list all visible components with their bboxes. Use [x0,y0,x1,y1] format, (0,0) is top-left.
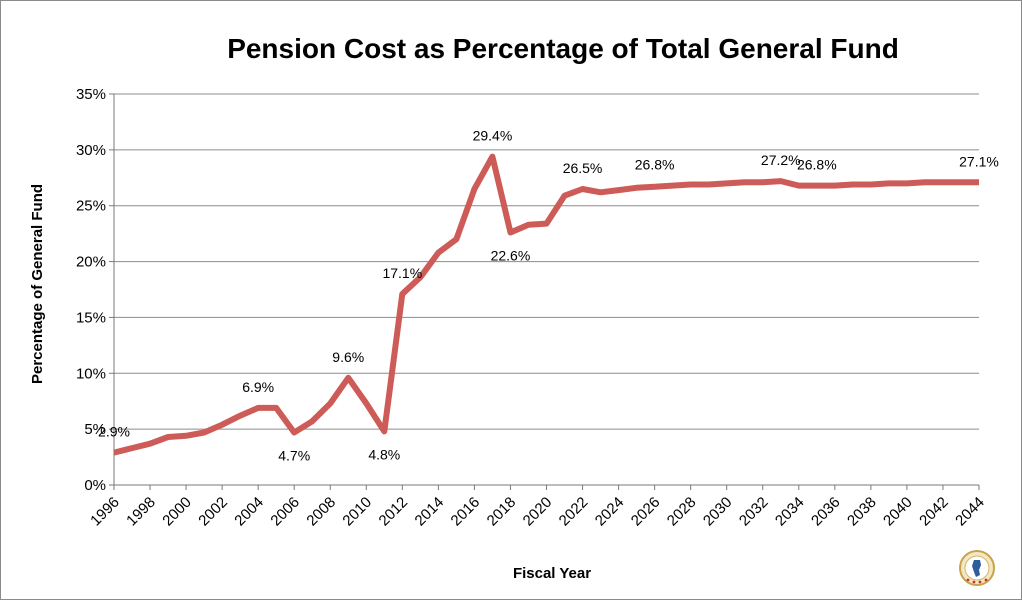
data-label: 27.2% [761,152,801,168]
x-tick-label: 2000 [159,494,195,530]
x-tick-label: 2018 [484,494,520,530]
x-tick-label: 2026 [628,494,664,530]
x-tick-label: 2032 [736,494,772,530]
x-tick-label: 2030 [700,494,736,530]
data-label: 29.4% [473,128,513,144]
data-label: 26.5% [563,160,603,176]
y-tick-label: 0% [84,477,106,494]
x-tick-label: 2004 [231,494,267,530]
x-tick-label: 2006 [267,494,303,530]
x-tick-label: 1998 [123,494,159,530]
series-layer [113,153,979,456]
data-label: 17.1% [382,265,422,281]
x-tick-label: 2014 [412,494,448,530]
x-tick-label: 2016 [448,494,484,530]
x-tick-label: 2044 [952,494,988,530]
state-seal-logo [959,550,995,586]
data-labels: 2.9% 6.9% 4.7% 9.6% 4.8% 17.1% 29.4% 22.6% 26.5%… [98,128,999,464]
axes [109,93,980,490]
x-tick-label: 2010 [339,494,375,530]
x-tick-label: 2002 [195,494,231,530]
x-tick-label: 2036 [808,494,844,530]
y-tick-label: 5% [84,421,106,438]
y-tick-labels: 0% 5% 10% 15% 20% 25% 30% 35% [76,86,106,494]
x-tick-label: 2012 [376,494,412,530]
y-tick-label: 10% [76,365,106,382]
x-tick-label: 2034 [772,494,808,530]
x-tick-labels: 1996 1998 2000 2002 2004 2006 2008 2010 2012 2014… [87,494,988,530]
y-axis-title: Percentage of General Fund [29,184,46,384]
data-label: 27.1% [959,153,999,169]
data-label: 4.8% [368,446,400,462]
y-tick-label: 20% [76,254,106,271]
x-tick-label: 1996 [87,494,123,530]
data-label: 26.8% [797,157,837,173]
chart-title: Pension Cost as Percentage of Total Gene… [227,33,899,64]
data-label: 2.9% [98,424,130,440]
data-label: 26.8% [635,157,675,173]
y-tick-label: 25% [76,198,106,215]
data-label: 4.7% [278,447,310,463]
x-tick-label: 2022 [556,494,592,530]
data-label: 6.9% [242,379,274,395]
x-tick-label: 2020 [520,494,556,530]
data-label: 22.6% [491,248,531,264]
x-tick-label: 2038 [844,494,880,530]
x-tick-label: 2024 [592,494,628,530]
y-tick-label: 35% [76,86,106,103]
data-label: 9.6% [332,349,364,365]
x-tick-label: 2008 [303,494,339,530]
y-tick-label: 30% [76,142,106,159]
y-tick-label: 15% [76,309,106,326]
x-axis-title: Fiscal Year [513,565,591,582]
x-tick-label: 2040 [880,494,916,530]
gridlines [114,93,979,430]
x-tick-label: 2028 [664,494,700,530]
x-tick-label: 2042 [916,494,952,530]
series-line-pension-cost [113,153,979,456]
